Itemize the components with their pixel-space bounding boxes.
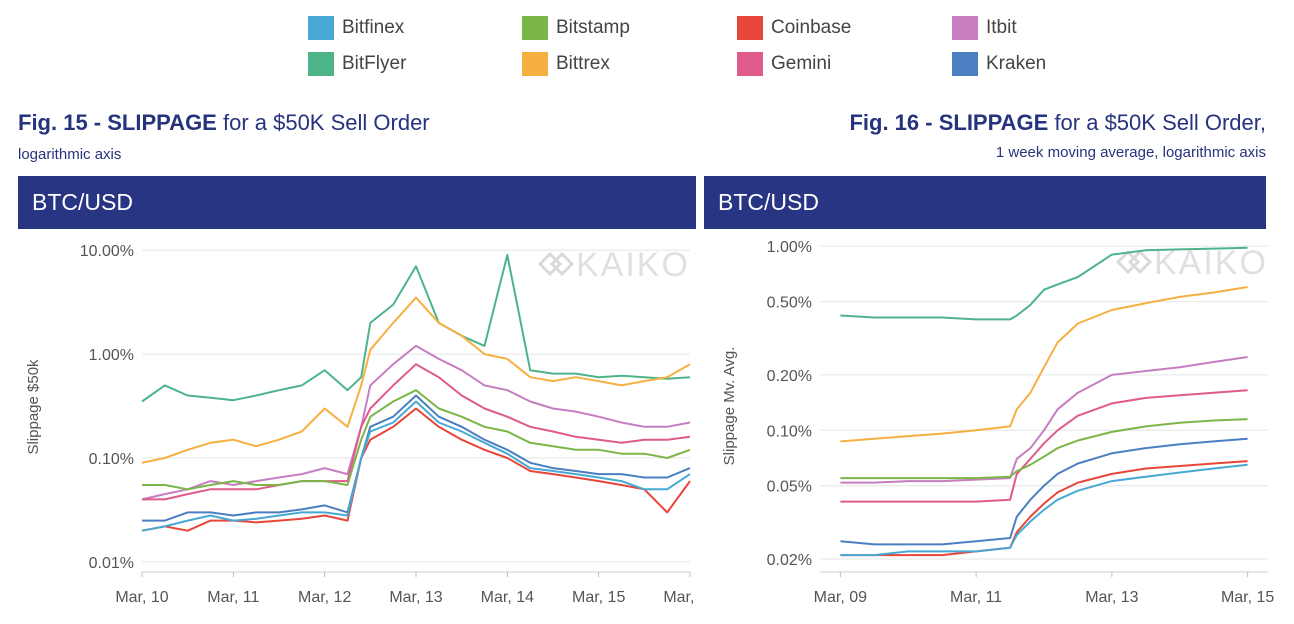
legend-item-bitstamp: Bitstamp	[522, 14, 630, 42]
y-tick-label: 0.50%	[767, 295, 812, 312]
fig15-line-coinbase	[141, 407, 691, 532]
legend: Bitfinex BitFlyer Bitstamp Bittrex Coinb…	[0, 0, 1294, 90]
legend-label: Coinbase	[771, 17, 852, 38]
legend-label: Bitstamp	[556, 17, 630, 38]
fig15-title-bold: Fig. 15 - SLIPPAGE	[18, 110, 217, 135]
y-tick-label: 0.20%	[767, 368, 812, 385]
fig16-banner: BTC/USD	[704, 176, 1266, 229]
legend-swatch	[952, 16, 978, 40]
legend-swatch	[522, 52, 548, 76]
legend-item-kraken: Kraken	[952, 50, 1046, 78]
fig15-line-bitstamp	[142, 389, 691, 491]
fig15-line-kraken	[142, 394, 691, 522]
legend-item-itbit: Itbit	[952, 14, 1017, 42]
fig16-line-bitflyer	[840, 246, 1248, 321]
y-tick-label: 10.00%	[80, 243, 134, 260]
fig16-line-coinbase	[840, 460, 1248, 557]
fig15-chart: 0.01% 0.10% 1.00% 10.00% Mar, 10 Mar, 11 Mar, …	[25, 243, 700, 606]
fig15-banner: BTC/USD	[18, 176, 696, 229]
fig15-line-bittrex	[141, 296, 691, 464]
kaiko-logo-icon	[537, 251, 575, 277]
legend-swatch	[308, 52, 334, 76]
x-tick-label: Mar, 11	[950, 589, 1002, 606]
legend-swatch	[952, 52, 978, 76]
fig16-line-itbit	[840, 356, 1248, 484]
legend-label: Bitfinex	[342, 17, 405, 38]
fig15-line-bitfinex	[141, 400, 691, 532]
legend-label: Kraken	[986, 53, 1047, 74]
y-tick-label: 0.02%	[767, 552, 812, 569]
legend-item-coinbase: Coinbase	[737, 14, 851, 42]
y-tick-label: 0.05%	[767, 479, 812, 496]
x-tick-label: Mar, 11	[207, 589, 259, 606]
legend-label: BitFlyer	[342, 53, 407, 74]
legend-item-bitflyer: BitFlyer	[308, 50, 406, 78]
y-tick-label: 0.10%	[89, 451, 134, 468]
fig15-subtitle: logarithmic axis	[18, 146, 122, 163]
fig15-line-itbit	[141, 344, 691, 501]
y-tick-label: 1.00%	[767, 239, 812, 256]
x-tick-label: Mar, 09	[814, 589, 867, 606]
fig15-line-gemini	[142, 363, 691, 501]
legend-item-bitfinex: Bitfinex	[308, 14, 404, 42]
x-tick-label: Mar, 10	[115, 589, 168, 606]
x-tick-label: Mar, 14	[481, 589, 534, 606]
y-tick-label: 0.10%	[767, 423, 812, 440]
x-tick-label: Mar, 15	[1221, 589, 1274, 606]
legend-swatch	[737, 52, 763, 76]
fig15-title-rest: for a $50K Sell Order	[216, 110, 430, 135]
legend-item-gemini: Gemini	[737, 50, 831, 78]
fig16-chart: 0.02% 0.05% 0.10% 0.20% 0.50% 1.00% Mar, 09 Mar…	[721, 239, 1274, 606]
watermark-text: KAIKO	[576, 246, 690, 284]
x-tick-label: Mar, 15	[572, 589, 625, 606]
fig16-line-bitstamp	[840, 418, 1248, 480]
y-axis-label: Slippage Mv. Avg.	[721, 347, 738, 466]
legend-swatch	[737, 16, 763, 40]
kaiko-watermark: KAIKO	[537, 246, 690, 284]
fig15-title: Fig. 15 - SLIPPAGE for a $50K Sell Order	[18, 110, 430, 136]
x-tick-label: Mar, 13	[1085, 589, 1138, 606]
legend-swatch	[308, 16, 334, 40]
x-tick-label: Mar, 12	[298, 589, 351, 606]
legend-label: Bittrex	[556, 53, 610, 74]
legend-swatch	[522, 16, 548, 40]
fig16-line-bitfinex	[840, 463, 1248, 557]
legend-label: Gemini	[771, 53, 832, 74]
fig16-subtitle: 1 week moving average, logarithmic axis	[995, 144, 1266, 161]
legend-label: Itbit	[986, 17, 1017, 38]
fig15-line-bitflyer	[141, 254, 691, 403]
legend-item-bittrex: Bittrex	[522, 50, 610, 78]
y-axis-label: Slippage $50k	[25, 359, 42, 455]
fig16-title-bold: Fig. 16 - SLIPPAGE	[849, 110, 1049, 135]
x-tick-label: Mar, 16	[663, 589, 700, 606]
fig16-line-bittrex	[840, 286, 1248, 443]
kaiko-logo-icon	[1115, 249, 1153, 275]
fig16-title: Fig. 16 - SLIPPAGE for a $50K Sell Order…	[849, 110, 1266, 136]
fig16-line-kraken	[840, 437, 1248, 546]
y-tick-label: 1.00%	[89, 347, 134, 364]
y-tick-label: 0.01%	[89, 555, 134, 572]
fig16-line-gemini	[840, 389, 1248, 503]
x-tick-label: Mar, 13	[389, 589, 442, 606]
fig16-title-rest: for a $50K Sell Order,	[1048, 110, 1266, 135]
